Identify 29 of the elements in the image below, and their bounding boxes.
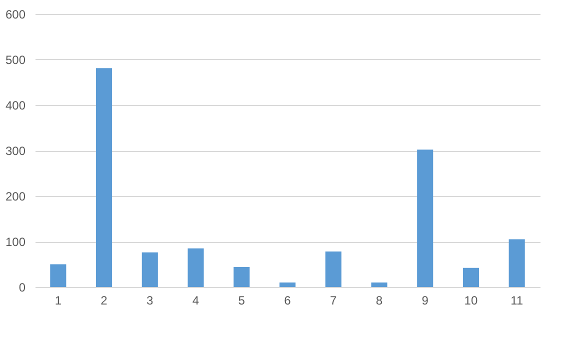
bar <box>371 282 388 287</box>
x-tick-label: 1 <box>54 294 62 308</box>
x-tick-label: 5 <box>238 294 246 308</box>
bar <box>96 68 112 287</box>
bar <box>142 252 158 287</box>
x-tick-label: 6 <box>284 294 292 308</box>
x-tick-label: 4 <box>192 294 200 308</box>
x-tick-label: 8 <box>376 294 383 308</box>
y-tick-label: 0 <box>18 280 26 294</box>
x-tick-label: 10 <box>464 294 478 308</box>
y-tick-label: 600 <box>5 8 26 22</box>
y-tick-label: 500 <box>5 53 26 67</box>
y-tick-label: 300 <box>5 144 26 158</box>
bar <box>325 252 342 287</box>
x-tick-label: 7 <box>330 294 338 308</box>
y-tick-label: 200 <box>5 190 26 204</box>
x-tick-label: 11 <box>510 294 524 308</box>
bar <box>417 150 434 287</box>
y-tick-label: 100 <box>5 235 26 249</box>
bar <box>462 268 479 287</box>
x-tick-label: 2 <box>100 294 108 308</box>
x-tick-label: 3 <box>146 294 154 308</box>
x-tick-label: 9 <box>422 294 429 308</box>
bar <box>279 282 296 287</box>
bar <box>234 266 250 287</box>
bar <box>508 239 525 287</box>
y-tick-label: 400 <box>5 98 26 112</box>
bar <box>50 264 66 287</box>
bar <box>188 248 204 287</box>
